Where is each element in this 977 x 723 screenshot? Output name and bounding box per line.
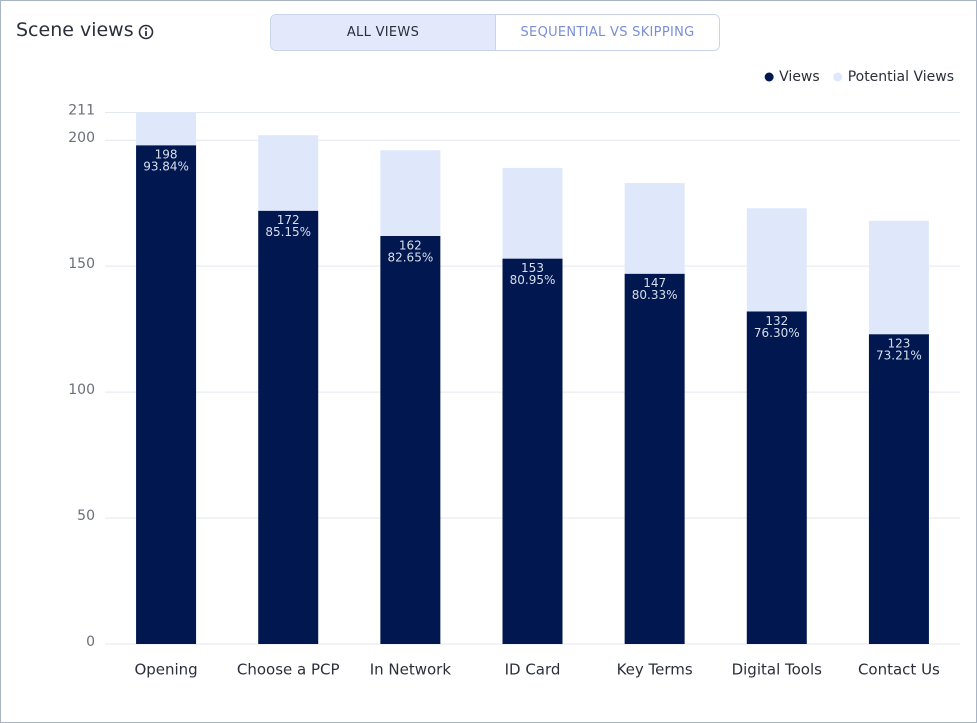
tab[interactable]: SEQUENTIAL VS SKIPPING <box>495 15 719 50</box>
bar-segment <box>624 183 685 274</box>
value-label: 123 <box>887 337 910 351</box>
value-label: 172 <box>277 213 300 227</box>
bar-segment <box>136 112 197 146</box>
legend-label: Views <box>779 69 820 85</box>
percent-label: 80.33% <box>632 288 678 302</box>
percent-label: 73.21% <box>876 349 922 363</box>
value-label: 162 <box>399 238 422 252</box>
x-tick-label: ID Card <box>505 661 561 679</box>
y-tick-label: 150 <box>68 256 95 272</box>
percent-label: 85.15% <box>265 225 311 239</box>
x-tick-label: Key Terms <box>617 661 693 679</box>
x-tick-label: Opening <box>134 661 197 679</box>
bar-segment <box>380 150 441 236</box>
bar-segment <box>258 135 319 211</box>
bar-segment <box>502 258 563 644</box>
y-tick-label: 211 <box>68 103 95 119</box>
panel-title: Scene views <box>16 19 134 41</box>
bar-segment <box>258 210 319 645</box>
x-tick-label: In Network <box>370 661 452 679</box>
x-tick-label: Contact Us <box>858 661 940 679</box>
percent-label: 76.30% <box>754 326 800 340</box>
value-label: 153 <box>521 261 544 275</box>
bar-segment <box>868 334 929 644</box>
legend-swatch <box>833 72 843 82</box>
bar-segment <box>502 167 563 259</box>
y-tick-label: 0 <box>86 634 95 650</box>
percent-label: 82.65% <box>387 250 433 264</box>
y-tick-label: 50 <box>77 508 95 524</box>
legend-swatch <box>764 72 774 82</box>
value-label: 132 <box>765 314 788 328</box>
view-toggle: ALL VIEWS SEQUENTIAL VS SKIPPING <box>270 14 720 51</box>
info-icon[interactable] <box>138 24 154 40</box>
x-tick-label: Choose a PCP <box>237 661 340 679</box>
bar-segment <box>746 311 807 644</box>
bar-segment <box>746 208 807 312</box>
legend-label: Potential Views <box>848 69 954 85</box>
bar-segment <box>136 145 197 644</box>
percent-label: 80.95% <box>510 273 556 287</box>
y-tick-label: 100 <box>68 382 95 398</box>
bar-segment <box>868 220 929 335</box>
bar-segment <box>380 235 441 645</box>
tab[interactable]: ALL VIEWS <box>271 15 495 50</box>
bar-segment <box>624 273 685 644</box>
y-tick-label: 200 <box>68 130 95 146</box>
x-tick-label: Digital Tools <box>732 661 823 679</box>
value-label: 147 <box>643 276 666 290</box>
percent-label: 93.84% <box>143 160 189 174</box>
value-label: 198 <box>155 148 178 162</box>
